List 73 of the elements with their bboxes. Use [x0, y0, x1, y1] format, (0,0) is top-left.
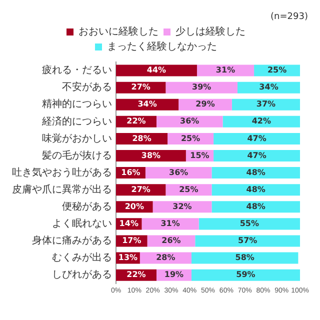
bar — [237, 82, 300, 94]
data-label: 27% — [131, 82, 150, 92]
data-label: 47% — [247, 134, 266, 143]
data-label: 28% — [156, 253, 176, 262]
data-label: 37% — [256, 100, 276, 109]
data-label: 27% — [131, 184, 150, 194]
bar — [145, 167, 212, 179]
data-label: 47% — [247, 150, 266, 160]
data-label: 44% — [146, 66, 166, 75]
data-label: 29% — [196, 100, 215, 109]
data-label: 16% — [121, 168, 140, 177]
data-label: 17% — [122, 236, 142, 246]
bar — [232, 98, 300, 110]
data-label: 20% — [124, 202, 144, 211]
y-tick-label: 吐き気やおう吐がある — [12, 166, 112, 178]
data-label: 31% — [216, 66, 236, 75]
legend-label: まったく経験しなかった — [107, 40, 217, 53]
data-label: 14% — [119, 219, 138, 228]
bar — [191, 252, 298, 264]
bar — [212, 167, 300, 179]
data-label: 25% — [179, 184, 198, 194]
legend-label: 少しは経験した — [176, 26, 246, 38]
bar — [195, 235, 300, 247]
y-tick-label: 経済的につらい — [41, 115, 112, 128]
bar — [214, 132, 300, 144]
data-label: 28% — [132, 134, 152, 143]
text: (n=293) — [270, 12, 308, 22]
bar — [222, 116, 300, 128]
y-tick-label: しびれがある — [52, 270, 112, 281]
data-label: 39% — [192, 82, 212, 92]
data-label: 59% — [236, 270, 256, 280]
data-label: 31% — [160, 219, 180, 228]
bar — [191, 269, 300, 281]
y-tick-label: むくみが出る — [52, 252, 112, 264]
data-label: 25% — [267, 66, 287, 75]
y-tick-label: 精神的につらい — [42, 98, 112, 110]
data-label: 48% — [246, 184, 266, 194]
data-label: 57% — [238, 236, 258, 246]
bar — [212, 201, 300, 213]
data-label: 19% — [164, 270, 184, 280]
data-label: 32% — [172, 202, 192, 211]
data-label: 48% — [246, 202, 266, 211]
data-label: 25% — [180, 134, 200, 143]
y-tick-label: 便秘がある — [62, 201, 112, 212]
bar — [214, 150, 300, 162]
bar — [198, 218, 300, 230]
bar — [156, 116, 223, 128]
y-tick-label: 身体に痛みがある — [32, 234, 112, 247]
y-tick-label: 疲れる・だるい — [42, 64, 112, 76]
y-tick-label: よく眠れない — [52, 218, 112, 230]
y-tick-label: 皮膚や爪に異常が出る — [12, 183, 112, 196]
data-label: 26% — [162, 236, 181, 246]
data-label: 48% — [246, 168, 266, 177]
bar — [116, 64, 197, 76]
data-label: 36% — [180, 116, 200, 126]
legend-label: おおいに経験した — [78, 26, 158, 38]
data-label: 55% — [240, 219, 260, 228]
data-label: 38% — [141, 150, 161, 160]
y-tick-label: 不安がある — [62, 81, 112, 94]
data-label: 22% — [126, 270, 146, 280]
y-tick-label: 味覚がおかしい — [42, 132, 112, 144]
bar — [212, 184, 300, 196]
data-label: 58% — [235, 253, 254, 262]
data-label: 42% — [252, 116, 271, 126]
data-label: 34% — [259, 82, 278, 92]
data-label: 22% — [126, 116, 146, 126]
data-label: 36% — [169, 168, 188, 177]
bar — [116, 150, 186, 162]
y-tick-label: 髪の毛が抜ける — [42, 149, 112, 162]
bar — [166, 82, 238, 94]
data-label: 15% — [190, 150, 210, 160]
data-label: 34% — [138, 100, 157, 109]
data-label: 13% — [118, 253, 138, 262]
